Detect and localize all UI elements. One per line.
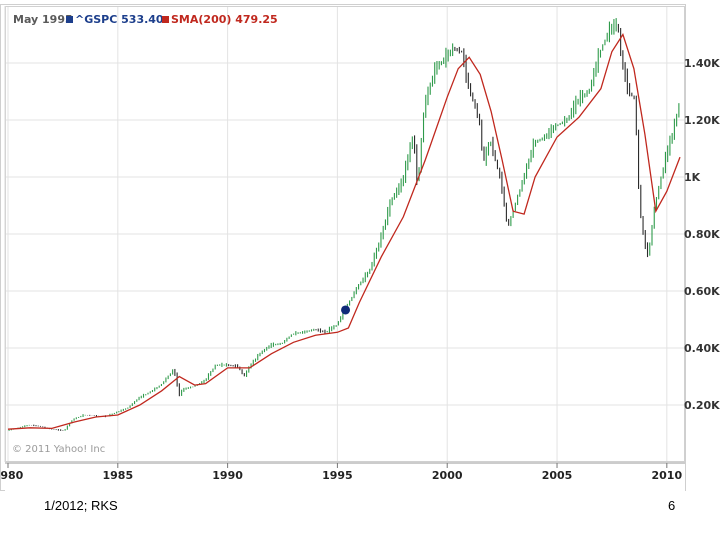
legend-sma: SMA(200) 479.25 <box>171 13 278 26</box>
y-tick-label: 0.20K <box>684 399 720 412</box>
legend-symbol: ^GSPC 533.40 <box>75 13 164 26</box>
y-tick-label: 0.60K <box>684 285 720 298</box>
slide-number: 6 <box>668 498 676 513</box>
copyright-text: © 2011 Yahoo! Inc <box>12 444 105 455</box>
x-axis-band <box>5 463 685 491</box>
x-tick-label: 1990 <box>212 469 243 482</box>
symbol-swatch-icon <box>66 16 73 23</box>
x-tick-label: 2010 <box>652 469 683 482</box>
x-axis-ticks: 1980 1985 1990 1995 2000 2005 2010 <box>0 463 682 482</box>
y-axis-ticks: 0.20K 0.40K 0.60K 0.80K 1K 1.20K 1.40K <box>684 57 720 412</box>
sma-swatch-icon <box>162 16 169 23</box>
y-tick-label: 0.40K <box>684 342 720 355</box>
sma-line <box>7 32 681 430</box>
price-bars <box>8 18 680 431</box>
hover-marker[interactable] <box>341 305 351 315</box>
x-tick-label: 2005 <box>542 469 573 482</box>
y-tick-label: 1K <box>684 171 701 184</box>
x-tick-label: 1995 <box>322 469 353 482</box>
x-tick-label: 1985 <box>102 469 133 482</box>
grid-lines <box>5 6 685 462</box>
x-tick-label: 1980 <box>0 469 24 482</box>
y-tick-label: 0.80K <box>684 228 720 241</box>
legend-date: May 1995 <box>13 13 73 26</box>
y-tick-label: 1.40K <box>684 57 720 70</box>
x-tick-label: 2000 <box>432 469 463 482</box>
chart-outer-frame <box>0 4 686 491</box>
y-tick-label: 1.20K <box>684 114 720 127</box>
footer-left-text: 1/2012; RKS <box>44 498 118 513</box>
